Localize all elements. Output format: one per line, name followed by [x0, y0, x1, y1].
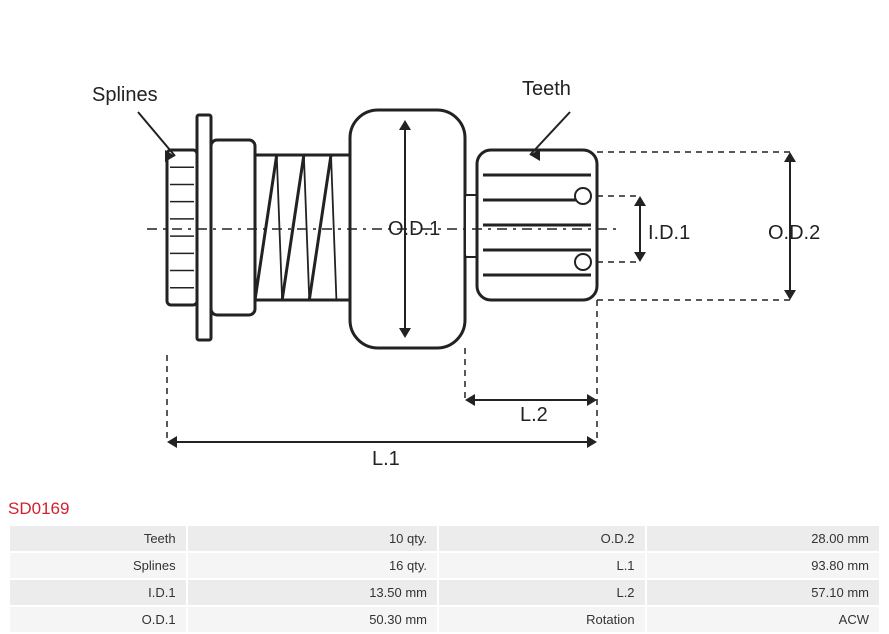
table-row: Splines16 qty.L.193.80 mm: [10, 553, 879, 578]
spec-value: 10 qty.: [188, 526, 437, 551]
part-number: SD0169: [8, 499, 69, 519]
technical-diagram: Splines Teeth O.D.1 I.D.1 O.D.2 L.1 L.2: [0, 0, 889, 490]
callout-od2: O.D.2: [768, 222, 820, 245]
spec-label: Splines: [10, 553, 186, 578]
spec-label: I.D.1: [10, 580, 186, 605]
diagram-svg: [0, 0, 889, 490]
callout-od1: O.D.1: [388, 218, 440, 241]
callout-l2: L.2: [520, 404, 548, 427]
spec-value: 93.80 mm: [647, 553, 879, 578]
table-row: I.D.113.50 mmL.257.10 mm: [10, 580, 879, 605]
spec-value: 50.30 mm: [188, 607, 437, 632]
table-row: O.D.150.30 mmRotationACW: [10, 607, 879, 632]
table-row: Teeth10 qty.O.D.228.00 mm: [10, 526, 879, 551]
spec-value: ACW: [647, 607, 879, 632]
callout-splines: Splines: [92, 84, 158, 107]
spec-value: 16 qty.: [188, 553, 437, 578]
spec-label: O.D.2: [439, 526, 645, 551]
spec-value: 13.50 mm: [188, 580, 437, 605]
spec-label: L.1: [439, 553, 645, 578]
spec-value: 57.10 mm: [647, 580, 879, 605]
spec-value: 28.00 mm: [647, 526, 879, 551]
callout-teeth: Teeth: [522, 78, 571, 101]
spec-table: Teeth10 qty.O.D.228.00 mmSplines16 qty.L…: [8, 524, 881, 634]
spec-label: Teeth: [10, 526, 186, 551]
spec-label: L.2: [439, 580, 645, 605]
spec-label: O.D.1: [10, 607, 186, 632]
callout-id1: I.D.1: [648, 222, 690, 245]
spec-label: Rotation: [439, 607, 645, 632]
callout-l1: L.1: [372, 448, 400, 471]
